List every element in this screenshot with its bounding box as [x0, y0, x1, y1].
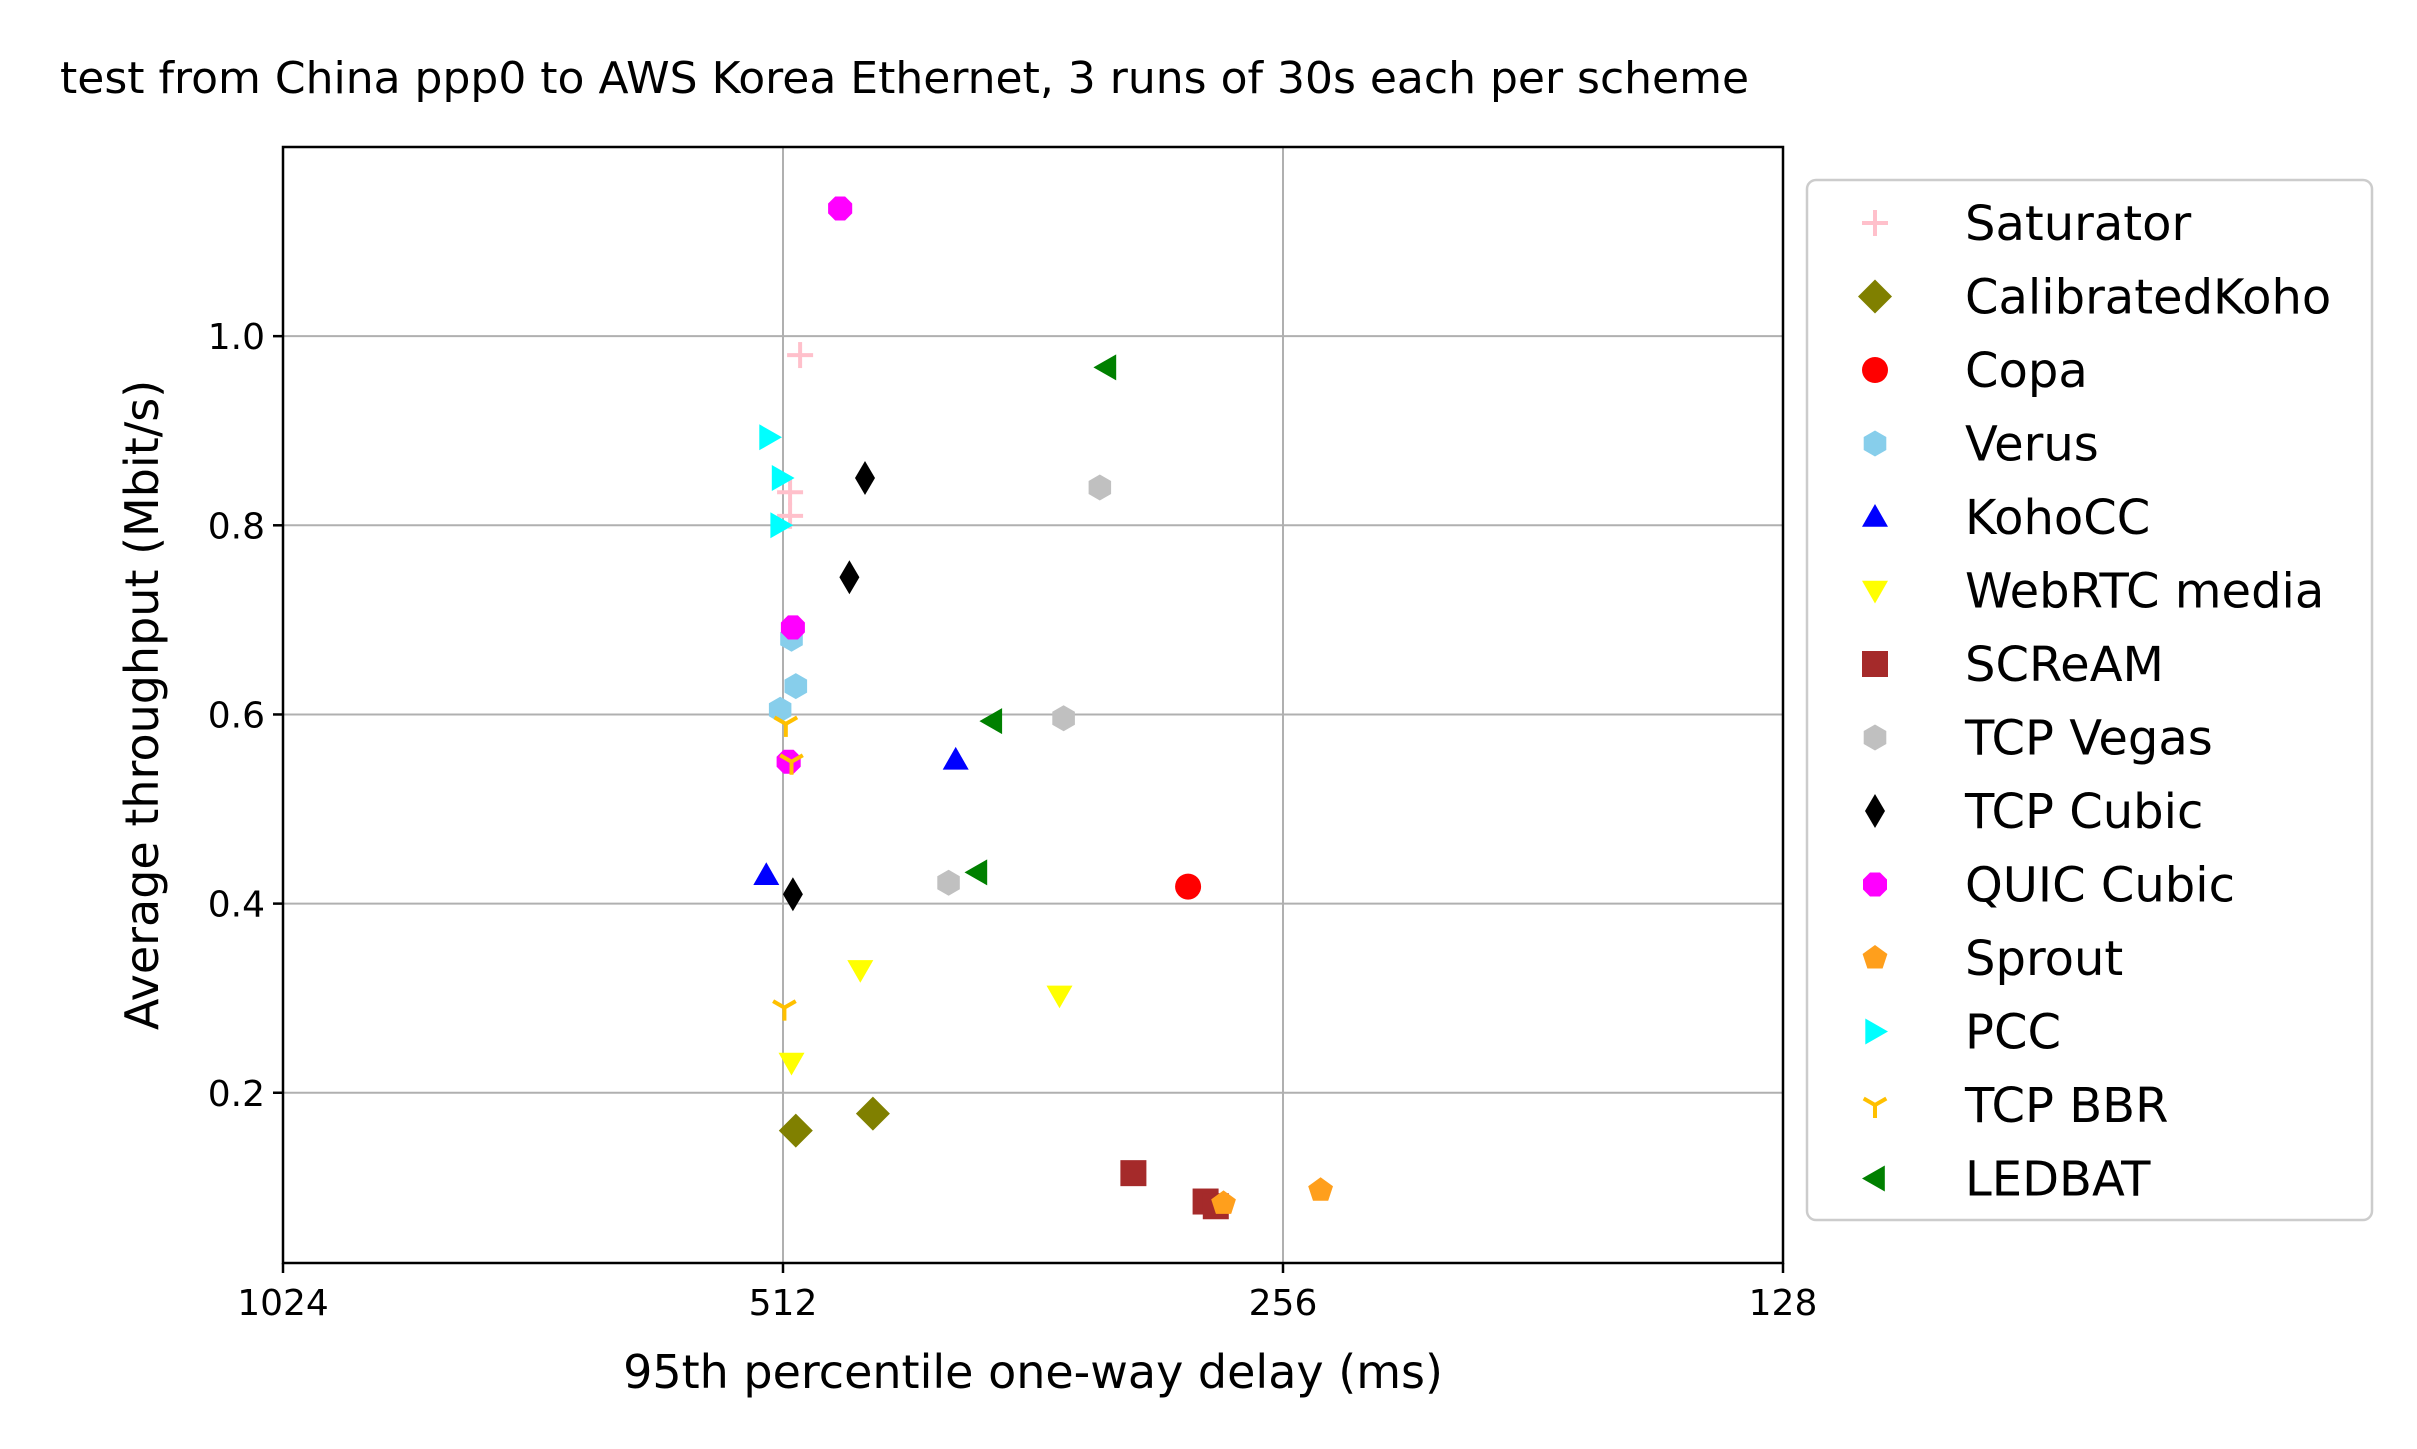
y-tick-label: 1.0: [208, 317, 265, 358]
legend-marker-saturator: [1862, 210, 1888, 236]
legend-label-quic-cubic: QUIC Cubic: [1965, 858, 2235, 914]
legend-label-ledbat: LEDBAT: [1965, 1152, 2151, 1208]
x-axis-label: 95th percentile one-way delay (ms): [623, 1345, 1443, 1399]
x-tick-label: 256: [1249, 1283, 1318, 1324]
legend-label-sprout: Sprout: [1965, 931, 2123, 987]
legend-marker-quic-cubic: [1863, 872, 1887, 897]
legend-label-webrtc-media: WebRTC media: [1965, 564, 2324, 620]
point-pcc: [771, 465, 795, 491]
point-kohocc: [753, 862, 780, 885]
point-calibratedkoho: [778, 1113, 813, 1148]
legend-marker-pcc: [1865, 1018, 1888, 1045]
legend-marker-tcp-bbr: [1862, 1096, 1888, 1118]
legend-label-tcp-bbr: TCP BBR: [1964, 1078, 2168, 1134]
grid: [283, 147, 1783, 1263]
legend-label-copa: Copa: [1965, 343, 2088, 399]
point-webrtc-media: [778, 1052, 805, 1076]
point-verus: [768, 696, 792, 723]
legend-marker-webrtc-media: [1862, 580, 1888, 604]
point-copa: [1175, 873, 1202, 900]
point-quic-cubic: [780, 615, 805, 640]
point-ledbat: [979, 708, 1003, 735]
axis-ticks: 1024 512 256 128 0.2 0.4 0.6 0.8 1.0: [208, 317, 1818, 1324]
x-tick-label: 1024: [237, 1283, 329, 1324]
x-tick-label: 128: [1749, 1283, 1818, 1324]
legend: Saturator CalibratedKoho Copa Verus KohoCC We…: [1805, 178, 2374, 1222]
point-webrtc-media: [1046, 985, 1073, 1009]
point-tcp-bbr: [773, 715, 799, 737]
point-scream: [1120, 1160, 1147, 1187]
point-verus: [784, 673, 808, 700]
y-tick-label: 0.8: [208, 506, 265, 547]
point-ledbat: [964, 859, 988, 886]
legend-label-calibratedkoho: CalibratedKoho: [1965, 270, 2331, 326]
legend-marker-sprout: [1862, 945, 1888, 969]
point-webrtc-media: [847, 960, 874, 983]
point-tcp-bbr: [772, 999, 797, 1021]
y-tick-label: 0.2: [208, 1074, 265, 1115]
legend-frame: [1805, 178, 2374, 1222]
legend-marker-ledbat: [1862, 1165, 1885, 1192]
point-pcc: [759, 424, 782, 451]
point-tcp-cubic: [782, 877, 803, 912]
legend-label-kohocc: KohoCC: [1965, 490, 2150, 546]
chart-title: test from China ppp0 to AWS Korea Ethern…: [60, 53, 1749, 104]
legend-label-tcp-cubic: TCP Cubic: [1964, 784, 2203, 840]
point-sprout: [1308, 1177, 1333, 1201]
legend-marker-copa: [1862, 357, 1888, 383]
y-tick-label: 0.4: [208, 885, 265, 926]
point-tcp-cubic: [839, 560, 860, 595]
point-tcp-vegas: [1052, 705, 1075, 732]
legend-label-pcc: PCC: [1965, 1005, 2061, 1061]
plot-frame: [281, 145, 1785, 1265]
point-calibratedkoho: [855, 1096, 890, 1131]
data-points: [753, 196, 1333, 1220]
legend-label-tcp-vegas: TCP Vegas: [1964, 711, 2213, 767]
point-pcc: [770, 512, 794, 539]
point-saturator: [787, 342, 814, 369]
legend-label-verus: Verus: [1965, 417, 2099, 473]
legend-marker-tcp-cubic: [1865, 794, 1885, 828]
legend-marker-scream: [1862, 651, 1888, 677]
legend-marker-verus: [1863, 430, 1887, 457]
legend-marker-calibratedkoho: [1858, 279, 1892, 314]
point-tcp-vegas: [937, 869, 960, 896]
x-tick-label: 512: [749, 1283, 818, 1324]
legend-marker-tcp-vegas: [1863, 724, 1887, 751]
point-ledbat: [1093, 354, 1117, 381]
point-kohocc: [942, 746, 969, 770]
point-quic-cubic: [828, 196, 853, 221]
legend-label-saturator: Saturator: [1965, 196, 2191, 252]
y-tick-label: 0.6: [208, 695, 265, 736]
point-saturator: [777, 479, 804, 506]
legend-label-scream: SCReAM: [1965, 637, 2164, 693]
point-tcp-cubic: [855, 461, 875, 495]
point-tcp-bbr: [779, 753, 804, 775]
y-axis-label: Average throughput (Mbit/s): [115, 380, 169, 1030]
legend-marker-kohocc: [1862, 504, 1888, 527]
point-sprout: [1211, 1190, 1236, 1214]
point-tcp-vegas: [1088, 474, 1112, 501]
